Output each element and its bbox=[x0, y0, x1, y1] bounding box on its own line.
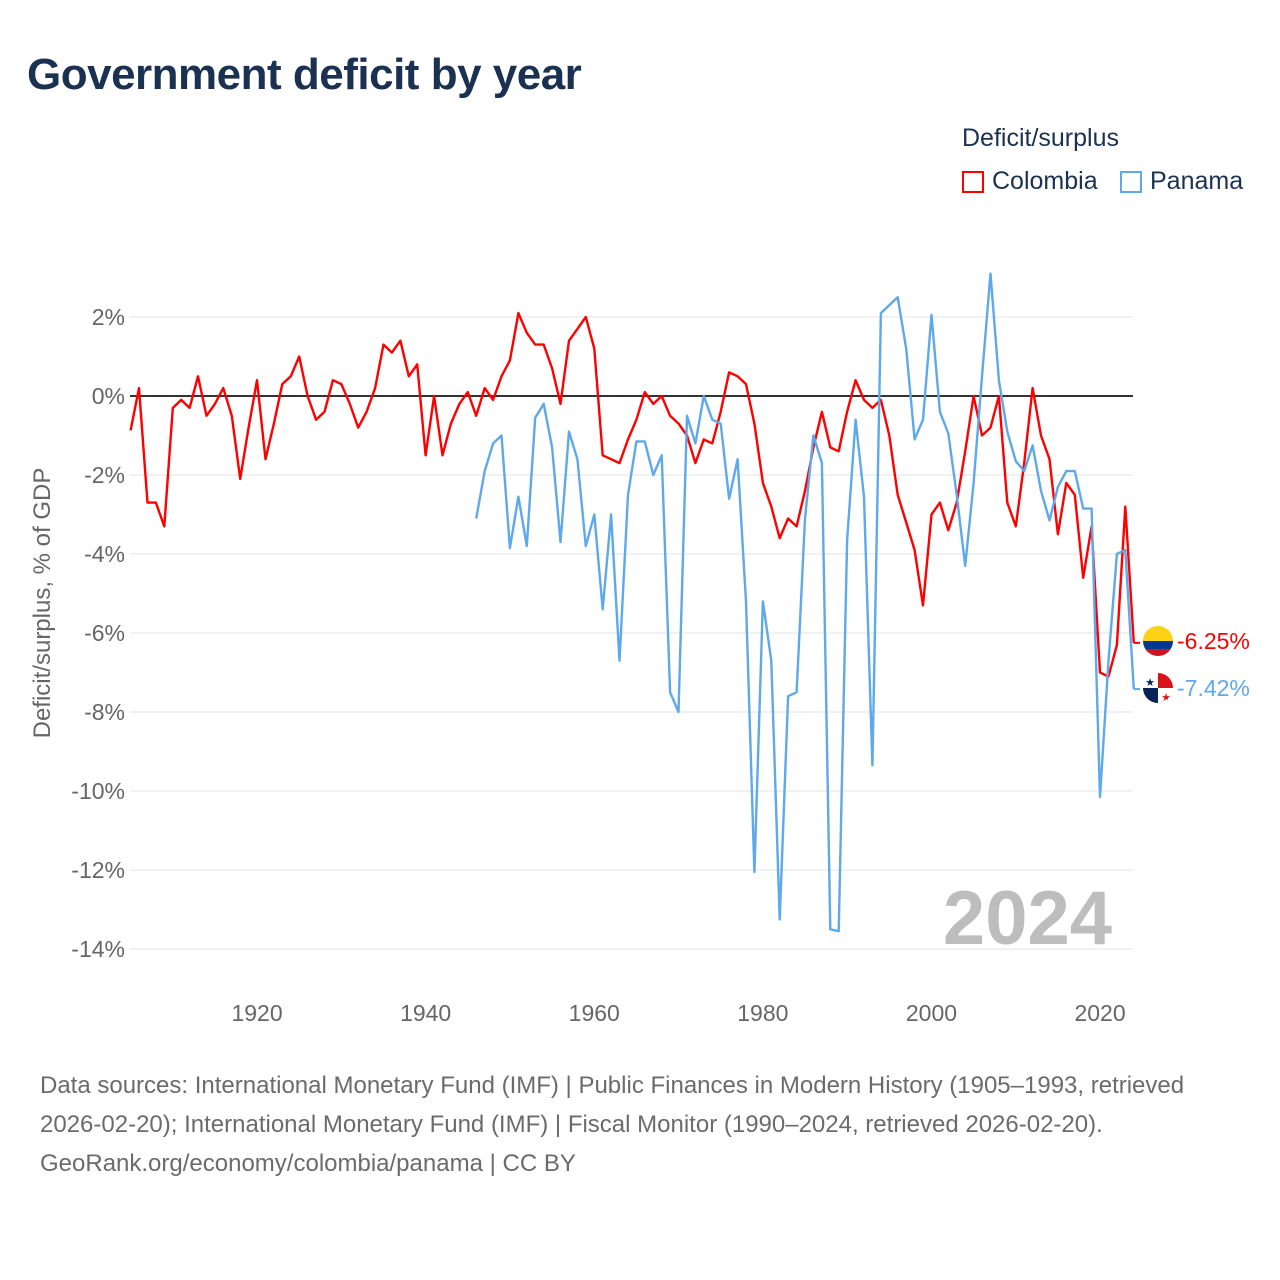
x-tick-label: 1920 bbox=[231, 1000, 282, 1026]
y-axis-label: Deficit/surplus, % of GDP bbox=[29, 468, 56, 739]
y-tick-label: 0% bbox=[92, 383, 125, 409]
x-tick-label: 1940 bbox=[400, 1000, 451, 1026]
y-tick-label: -10% bbox=[71, 778, 125, 804]
y-tick-label: -6% bbox=[84, 620, 125, 646]
svg-text:★: ★ bbox=[1145, 677, 1155, 689]
legend-label-panama: Panama bbox=[1150, 167, 1244, 195]
legend-label-colombia: Colombia bbox=[992, 167, 1098, 195]
y-tick-label: -14% bbox=[71, 936, 125, 962]
x-tick-label: 2000 bbox=[906, 1000, 957, 1026]
x-tick-label: 2020 bbox=[1074, 1000, 1125, 1026]
y-tick-label: -8% bbox=[84, 699, 125, 725]
year-watermark: 2024 bbox=[943, 876, 1112, 961]
panama-flag-icon: ★ ★ bbox=[1143, 673, 1173, 704]
legend-title: Deficit/surplus bbox=[962, 124, 1119, 152]
credit-link[interactable]: GeoRank.org/economy/colombia/panama | CC… bbox=[40, 1150, 576, 1177]
series-line-colombia bbox=[129, 311, 1135, 678]
legend-item-panama[interactable]: Panama bbox=[1120, 167, 1243, 196]
x-tick-label: 1980 bbox=[737, 1000, 788, 1026]
legend-swatch-panama bbox=[1120, 170, 1142, 193]
page-title: Government deficit by year bbox=[27, 50, 582, 99]
legend-item-colombia[interactable]: Colombia bbox=[962, 167, 1098, 196]
x-tick-label: 1960 bbox=[569, 1000, 620, 1026]
end-label-panama: -7.42% bbox=[1177, 675, 1250, 701]
y-tick-label: -12% bbox=[71, 857, 125, 883]
footer: Data sources: International Monetary Fun… bbox=[40, 1066, 1240, 1183]
legend-swatch-colombia bbox=[962, 170, 984, 193]
data-sources: Data sources: International Monetary Fun… bbox=[40, 1072, 1185, 1138]
svg-text:★: ★ bbox=[1161, 692, 1171, 704]
line-chart: 2% 0% -2% -4% -6% -8% -10% -12% -14% 1920 1940 196… bbox=[29, 272, 1250, 1026]
end-label-colombia: -6.25% bbox=[1177, 628, 1250, 654]
y-tick-label: -2% bbox=[84, 462, 125, 488]
y-tick-label: 2% bbox=[92, 304, 125, 330]
y-tick-label: -4% bbox=[84, 541, 125, 567]
colombia-flag-icon bbox=[1143, 626, 1173, 656]
series-line-panama bbox=[475, 272, 1135, 933]
